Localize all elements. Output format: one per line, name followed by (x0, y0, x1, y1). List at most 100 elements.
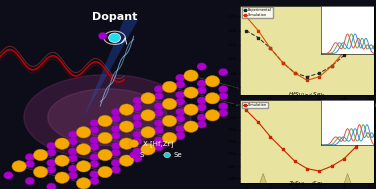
Circle shape (129, 140, 138, 147)
Circle shape (98, 115, 112, 127)
Experimental (293, 72, 297, 74)
Text: Se: Se (173, 152, 182, 158)
Circle shape (268, 140, 270, 145)
Circle shape (132, 148, 142, 155)
Ellipse shape (24, 75, 191, 160)
Circle shape (218, 85, 228, 93)
Circle shape (268, 172, 270, 177)
Simulation (268, 47, 273, 50)
Circle shape (306, 173, 308, 179)
Circle shape (176, 81, 185, 88)
Circle shape (120, 138, 134, 149)
Circle shape (218, 68, 228, 76)
Circle shape (111, 166, 121, 174)
Simulation (244, 15, 248, 17)
Circle shape (132, 138, 142, 145)
Circle shape (184, 70, 198, 81)
Simulation (342, 158, 346, 160)
Circle shape (197, 63, 206, 70)
Circle shape (347, 140, 349, 145)
Circle shape (68, 172, 77, 179)
Circle shape (262, 156, 264, 161)
Text: $ZrS_{2(1-x)}Se_{2x}$: $ZrS_{2(1-x)}Se_{2x}$ (288, 180, 327, 188)
Text: $HfS_{2(1-x)}Se_{2x}$: $HfS_{2(1-x)}Se_{2x}$ (288, 91, 327, 99)
Circle shape (111, 159, 121, 167)
Circle shape (162, 81, 177, 93)
Circle shape (268, 156, 270, 161)
Circle shape (111, 142, 121, 150)
Circle shape (164, 152, 170, 158)
Circle shape (4, 172, 13, 179)
Text: S: S (139, 152, 144, 158)
Simulation (268, 136, 273, 138)
Circle shape (111, 115, 121, 122)
Circle shape (256, 184, 258, 188)
Simulation (317, 170, 322, 172)
Circle shape (12, 161, 26, 172)
Circle shape (76, 161, 91, 172)
Simulation (354, 146, 358, 148)
Legend: Simulation: Simulation (242, 102, 268, 108)
Circle shape (162, 115, 177, 127)
Simulation (256, 121, 261, 123)
Circle shape (89, 177, 99, 185)
Circle shape (98, 149, 112, 161)
Experimental (256, 36, 261, 39)
Simulation (256, 29, 261, 32)
Simulation (366, 133, 371, 136)
Circle shape (154, 119, 164, 127)
Circle shape (176, 91, 185, 99)
Polygon shape (339, 174, 356, 189)
Circle shape (218, 102, 228, 110)
Circle shape (47, 159, 56, 167)
Simulation (305, 79, 309, 81)
Circle shape (89, 153, 99, 161)
Circle shape (205, 93, 220, 104)
Simulation (293, 160, 297, 163)
Circle shape (197, 97, 206, 104)
Circle shape (68, 165, 77, 172)
Line: Experimental: Experimental (245, 29, 370, 78)
Circle shape (197, 80, 206, 87)
Polygon shape (339, 126, 356, 189)
Circle shape (154, 85, 164, 93)
Circle shape (154, 102, 164, 110)
Circle shape (141, 110, 155, 121)
Circle shape (256, 172, 258, 177)
Simulation (280, 61, 285, 64)
Circle shape (176, 132, 185, 139)
Experimental (366, 33, 371, 35)
Polygon shape (83, 19, 138, 117)
Circle shape (76, 144, 91, 155)
Circle shape (353, 156, 355, 161)
Circle shape (109, 33, 121, 43)
Circle shape (162, 132, 177, 144)
Circle shape (205, 76, 220, 87)
Circle shape (111, 149, 121, 156)
Simulation (317, 76, 322, 78)
Circle shape (25, 153, 35, 161)
Experimental (244, 29, 248, 32)
Experimental (305, 76, 309, 78)
Ellipse shape (48, 89, 167, 146)
Circle shape (197, 104, 206, 111)
Circle shape (341, 140, 343, 145)
Circle shape (76, 127, 91, 138)
Circle shape (47, 149, 56, 156)
Circle shape (68, 155, 77, 162)
Polygon shape (255, 174, 272, 189)
Circle shape (154, 143, 164, 151)
Polygon shape (299, 186, 316, 189)
Circle shape (312, 173, 314, 179)
Circle shape (47, 183, 56, 189)
Circle shape (55, 172, 69, 183)
Text: alloy: alloy (346, 104, 355, 108)
Circle shape (176, 108, 185, 116)
Circle shape (25, 177, 35, 185)
Circle shape (218, 92, 228, 100)
Circle shape (341, 184, 343, 188)
Circle shape (262, 140, 264, 145)
Circle shape (33, 166, 48, 178)
Circle shape (130, 152, 137, 158)
Circle shape (111, 125, 121, 133)
